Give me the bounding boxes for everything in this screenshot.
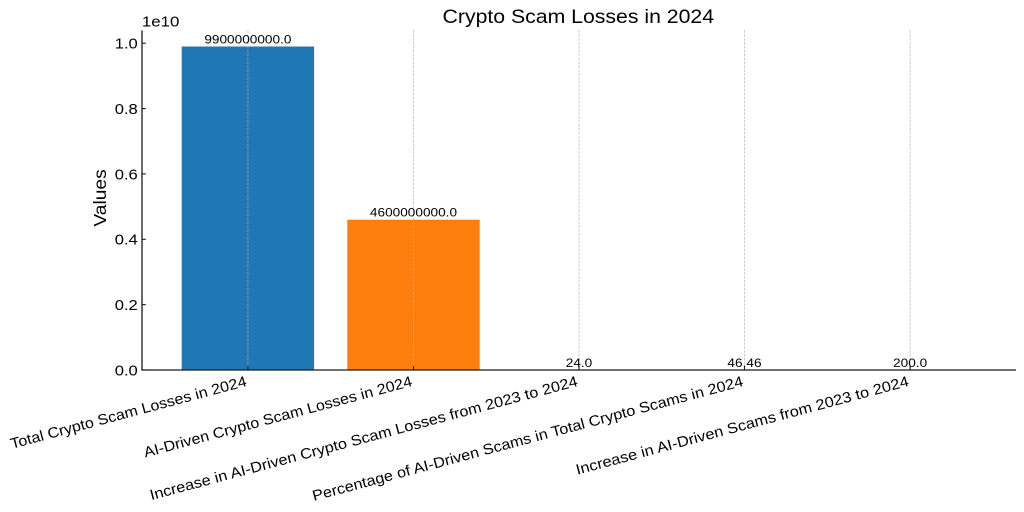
svg-text:0.8: 0.8 bbox=[115, 102, 138, 118]
svg-text:9900000000.0: 9900000000.0 bbox=[204, 32, 291, 46]
svg-text:0.0: 0.0 bbox=[115, 363, 138, 379]
svg-text:0.6: 0.6 bbox=[115, 167, 138, 183]
svg-text:0.4: 0.4 bbox=[115, 233, 138, 249]
svg-text:4600000000.0: 4600000000.0 bbox=[370, 206, 457, 220]
svg-text:1.0: 1.0 bbox=[115, 37, 138, 53]
svg-text:1e10: 1e10 bbox=[142, 15, 180, 31]
svg-text:200.0: 200.0 bbox=[893, 356, 927, 370]
svg-text:24.0: 24.0 bbox=[566, 356, 593, 370]
svg-text:46.46: 46.46 bbox=[727, 356, 761, 370]
svg-text:0.2: 0.2 bbox=[115, 298, 138, 314]
svg-text:Crypto Scam Losses in 2024: Crypto Scam Losses in 2024 bbox=[443, 6, 715, 28]
svg-text:Values: Values bbox=[90, 169, 110, 227]
